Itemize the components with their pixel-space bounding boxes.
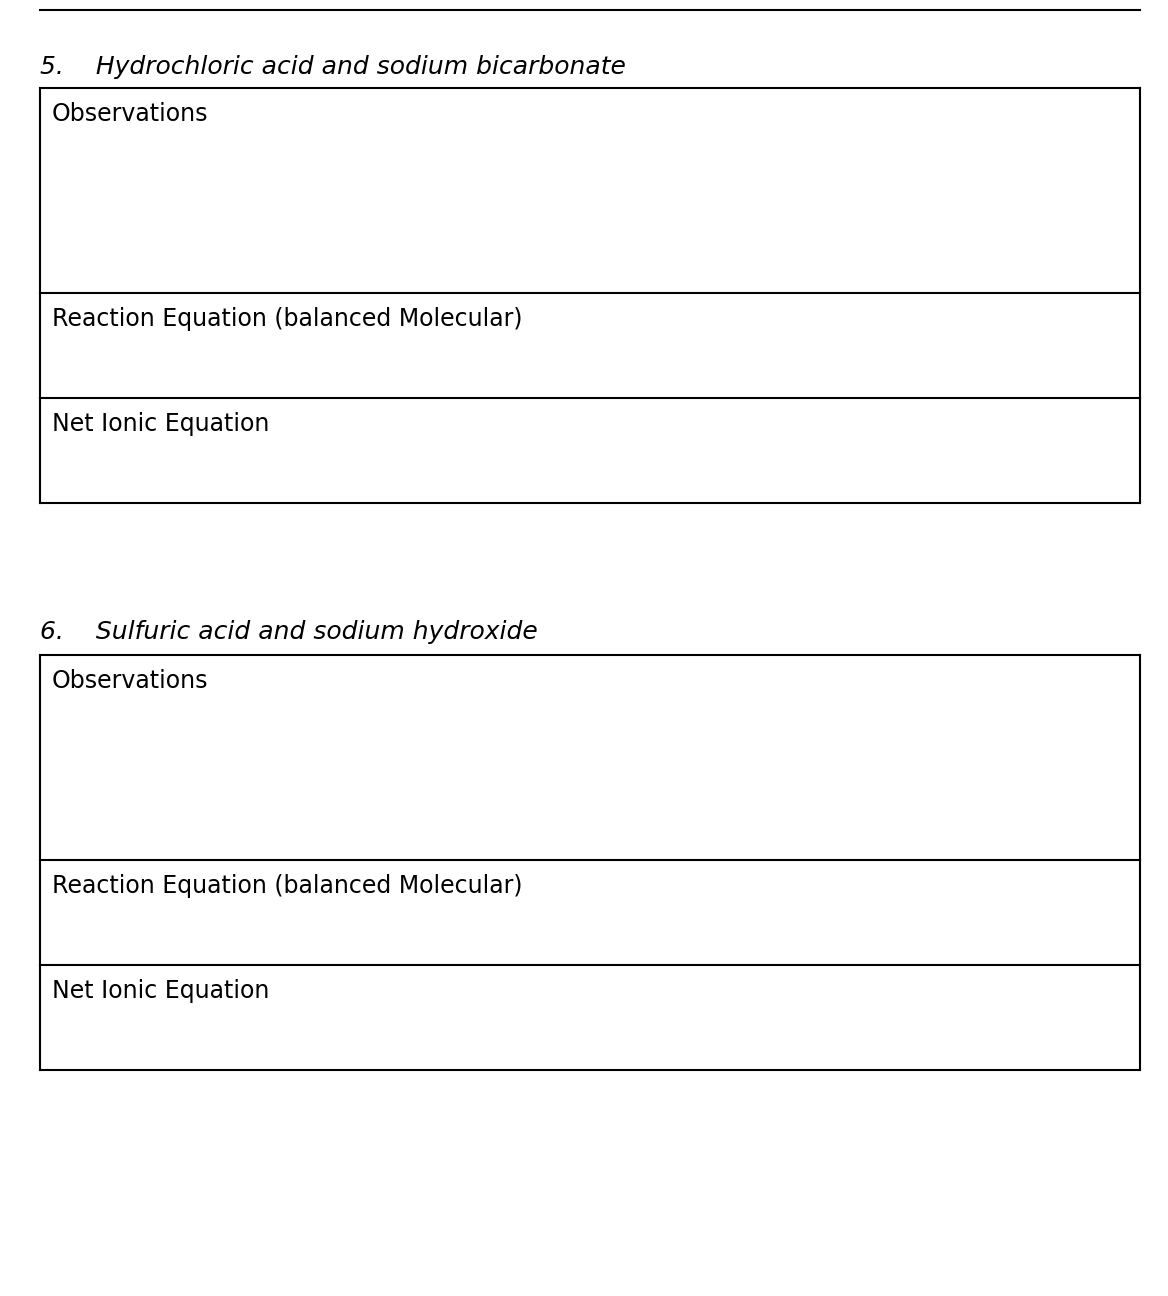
Text: Net Ionic Equation: Net Ionic Equation [53,978,270,1003]
Text: Net Ionic Equation: Net Ionic Equation [53,412,270,435]
Text: Observations: Observations [53,102,209,126]
Text: Reaction Equation (balanced Molecular): Reaction Equation (balanced Molecular) [53,874,522,898]
Text: Reaction Equation (balanced Molecular): Reaction Equation (balanced Molecular) [53,307,522,330]
Text: 5.    Hydrochloric acid and sodium bicarbonate: 5. Hydrochloric acid and sodium bicarbon… [40,54,626,79]
Text: Observations: Observations [53,669,209,693]
Text: 6.    Sulfuric acid and sodium hydroxide: 6. Sulfuric acid and sodium hydroxide [40,619,537,644]
